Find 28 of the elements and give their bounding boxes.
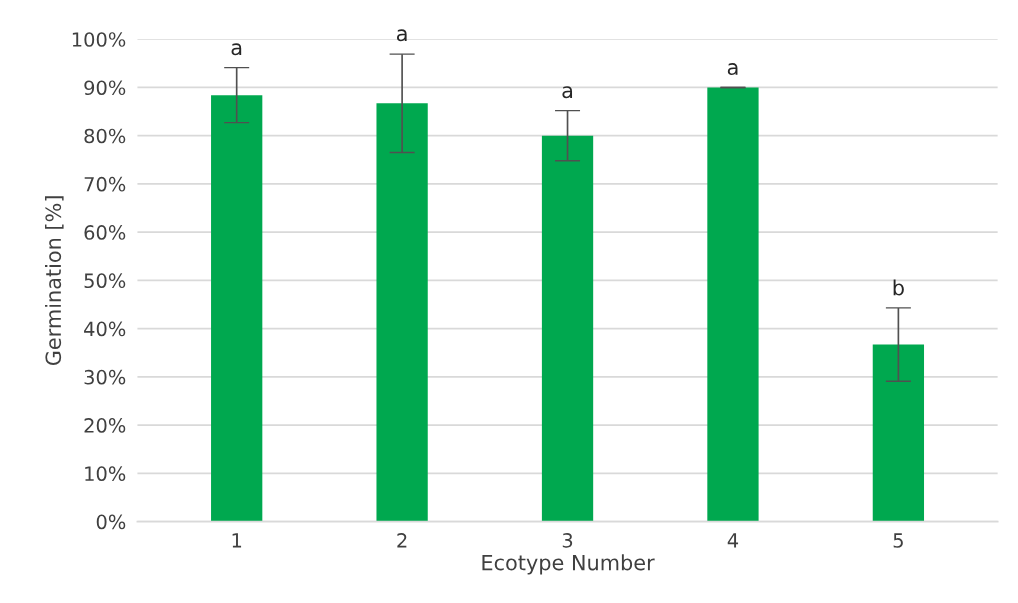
bar <box>872 344 925 522</box>
y-tick-label: 100% <box>72 32 126 47</box>
annotation: a <box>231 43 242 56</box>
annotation: a <box>562 86 573 99</box>
annotation: a <box>396 29 407 42</box>
x-tick-label: 3 <box>562 533 573 548</box>
y-tick-label: 40% <box>84 321 126 337</box>
y-axis-title: Germination [%] <box>45 196 64 366</box>
y-tick-label: 20% <box>84 418 126 433</box>
x-tick-label: 4 <box>727 533 739 548</box>
y-tick-label: 80% <box>84 128 126 144</box>
x-tick-label: 1 <box>232 533 242 548</box>
x-axis-title: Ecotype Number <box>482 554 655 575</box>
bar <box>376 103 428 522</box>
x-tick-label: 5 <box>893 533 903 548</box>
bar <box>211 95 263 522</box>
x-tick-label: 2 <box>397 533 407 548</box>
y-tick-label: 70% <box>84 176 126 192</box>
y-tick-label: 90% <box>84 80 126 96</box>
y-tick-label: 60% <box>84 225 126 240</box>
bar <box>541 135 594 522</box>
annotation: a <box>727 63 738 76</box>
y-tick-label: 10% <box>85 466 126 482</box>
y-tick-label: 0% <box>96 514 126 530</box>
bar <box>707 87 759 522</box>
y-tick-label: 30% <box>84 369 126 385</box>
annotation: b <box>893 279 904 296</box>
y-tick-label: 50% <box>84 273 126 289</box>
